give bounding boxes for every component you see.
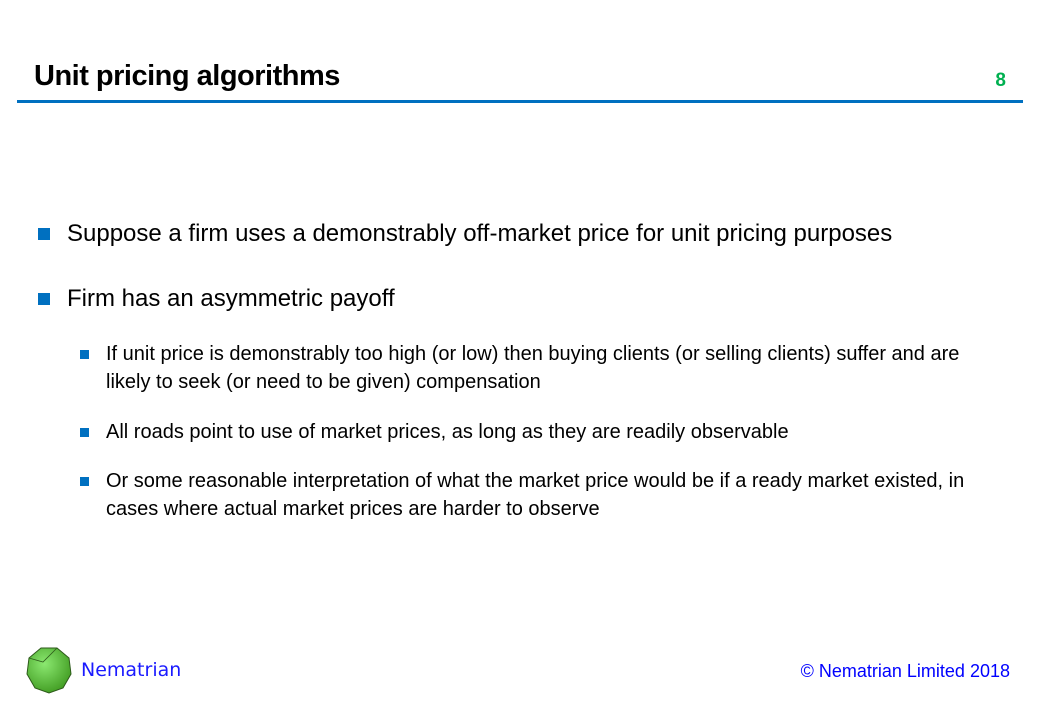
bullet-text: Or some reasonable interpretation of wha… bbox=[106, 470, 965, 520]
slide-title: Unit pricing algorithms bbox=[34, 60, 340, 92]
sub-bullet-item: All roads point to use of market prices,… bbox=[80, 418, 1000, 446]
bullet-square-icon bbox=[38, 228, 50, 240]
sub-bullet-item: If unit price is demonstrably too high (… bbox=[80, 340, 1000, 396]
bullet-square-icon bbox=[80, 350, 89, 359]
green-polyhedron-icon bbox=[26, 647, 72, 694]
title-divider bbox=[17, 100, 1023, 103]
bullet-text: Firm has an asymmetric payoff bbox=[67, 285, 395, 312]
bullet-text: If unit price is demonstrably too high (… bbox=[106, 343, 960, 393]
bullet-item: Suppose a firm uses a demonstrably off-m… bbox=[38, 220, 892, 248]
bullet-text: Suppose a firm uses a demonstrably off-m… bbox=[67, 220, 893, 247]
copyright: © Nematrian Limited 2018 bbox=[800, 661, 1010, 681]
brand-name: Nematrian bbox=[81, 659, 182, 681]
bullet-item: Firm has an asymmetric payoff bbox=[38, 285, 395, 313]
bullet-square-icon bbox=[80, 477, 89, 486]
bullet-text: All roads point to use of market prices,… bbox=[106, 421, 789, 443]
sub-bullet-item: Or some reasonable interpretation of wha… bbox=[80, 467, 1000, 523]
bullet-square-icon bbox=[80, 428, 89, 437]
page-number: 8 bbox=[995, 70, 1006, 91]
bullet-square-icon bbox=[38, 293, 50, 305]
